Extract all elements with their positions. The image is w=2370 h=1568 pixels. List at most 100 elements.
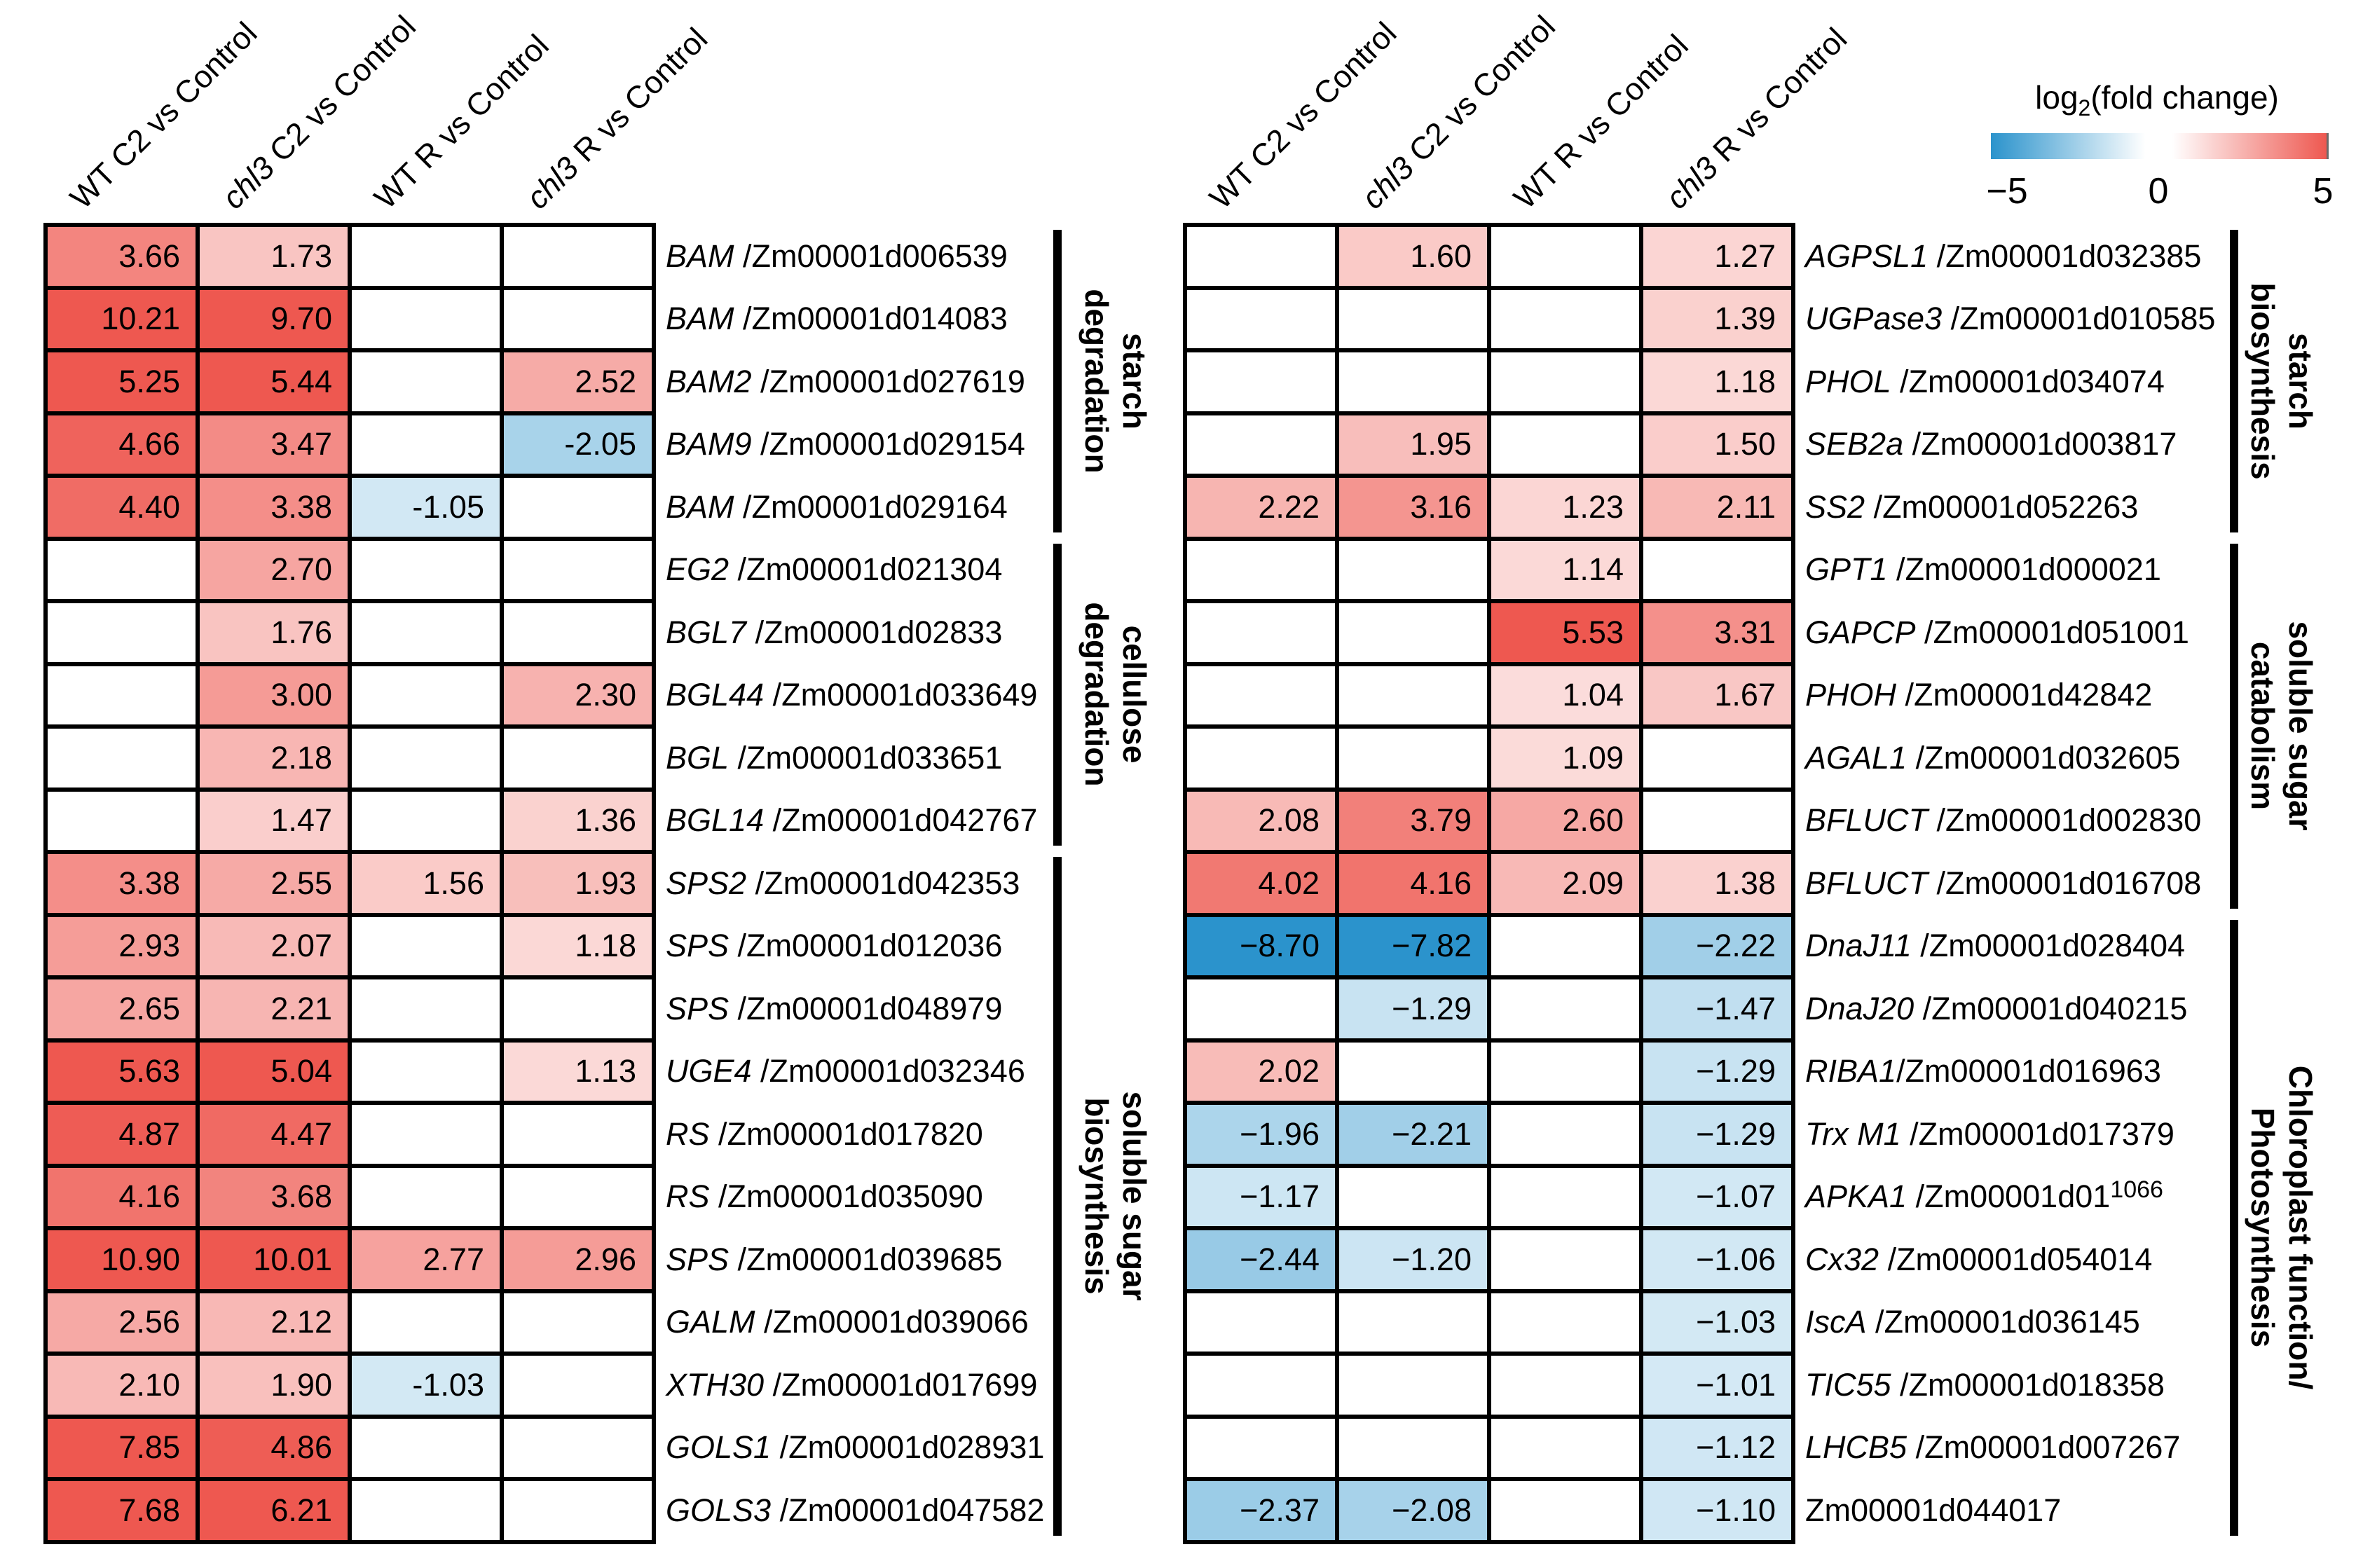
gene-label: BAM2 /Zm00001d027619 — [666, 364, 1025, 400]
gene-id: /Zm00001d035090 — [709, 1178, 983, 1215]
heatmap-cell: -2.05 — [504, 415, 652, 474]
gene-label: APKA1 /Zm00001d011066 — [1805, 1176, 2163, 1215]
heatmap-cell: 1.39 — [1643, 289, 1791, 348]
heatmap-cell: 2.18 — [200, 729, 348, 788]
heatmap-cell: 1.04 — [1491, 666, 1639, 724]
heatmap-cell — [504, 729, 652, 788]
gene-label: BGL /Zm00001d033651 — [666, 740, 1002, 776]
gene-symbol: SPS — [666, 990, 730, 1026]
heatmap-cell — [1187, 729, 1335, 788]
category-bar — [2230, 919, 2238, 1536]
gene-symbol: SEB2a — [1805, 426, 1904, 462]
heatmap-cell: 3.66 — [48, 227, 196, 286]
heatmap-cell — [1491, 1418, 1639, 1477]
heatmap-cell — [1491, 1293, 1639, 1352]
heatmap-cell: 3.31 — [1643, 603, 1791, 662]
heatmap-cell — [48, 729, 196, 788]
heatmap-cell: 1.27 — [1643, 227, 1791, 286]
gene-id: /Zm00001d017820 — [709, 1115, 983, 1152]
heatmap-cell — [352, 1105, 500, 1164]
gene-label: GOLS3 /Zm00001d047582 — [666, 1492, 1044, 1529]
gene-symbol: RIBA1 — [1805, 1053, 1897, 1089]
heatmap-cell — [504, 1105, 652, 1164]
gene-id: /Zm00001d051001 — [1915, 614, 2189, 650]
gene-label: BAM /Zm00001d029164 — [666, 489, 1008, 525]
heatmap-cell: 1.76 — [200, 603, 348, 662]
heatmap-cell — [1491, 352, 1639, 411]
heatmap-cell: −1.12 — [1643, 1418, 1791, 1477]
heatmap-cell — [352, 979, 500, 1038]
gene-symbol: LHCB5 — [1805, 1429, 1907, 1466]
gene-label: PHOL /Zm00001d034074 — [1805, 364, 2165, 400]
category-bar — [1053, 857, 1062, 1536]
heatmap-cell: −1.17 — [1187, 1167, 1335, 1226]
gene-symbol: AGAL1 — [1805, 739, 1907, 776]
category-bar — [2230, 230, 2238, 532]
gene-label: PHOH /Zm00001d42842 — [1805, 677, 2152, 713]
gene-id: /Zm00001d02833 — [746, 614, 1003, 650]
heatmap-cell: 7.85 — [48, 1418, 196, 1477]
heatmap-cell — [504, 1293, 652, 1352]
gene-id: /Zm00001d017379 — [1900, 1115, 2174, 1152]
heatmap-cell: 7.68 — [48, 1481, 196, 1540]
heatmap-cell — [1187, 1356, 1335, 1415]
heatmap-cell — [1187, 979, 1335, 1038]
gene-symbol: Cx32 — [1805, 1241, 1879, 1277]
gene-symbol: DnaJ20 — [1805, 990, 1915, 1026]
gene-id: /Zm00001d033649 — [764, 677, 1038, 713]
heatmap-cell: 2.96 — [504, 1230, 652, 1289]
gene-id: /Zm00001d039685 — [729, 1241, 1003, 1277]
legend-title: log2(fold change) — [2035, 79, 2279, 121]
heatmap-cell: 10.90 — [48, 1230, 196, 1289]
gene-id: /Zm00001d01 — [1907, 1178, 2111, 1215]
gene-id: /Zm00001d000021 — [1887, 551, 2161, 588]
gene-symbol: AGPSL1 — [1805, 238, 1929, 274]
heatmap-cell: −2.22 — [1643, 916, 1791, 975]
heatmap-cell — [352, 666, 500, 724]
heatmap-cell: −1.29 — [1643, 1105, 1791, 1164]
legend-tick-zero: 0 — [2148, 171, 2169, 212]
gene-id: /Zm00001d002830 — [1928, 802, 2202, 839]
gene-label: Trx M1 /Zm00001d017379 — [1805, 1116, 2174, 1153]
heatmap-grid-right: 1.60 1.27 1.39 1.18 1.95 1.50 2.22 3.16 1.23 2.11… — [1183, 223, 1795, 1544]
gene-id: /Zm00001d027619 — [751, 363, 1025, 399]
heatmap-cell — [352, 916, 500, 975]
gene-label: UGE4 /Zm00001d032346 — [666, 1053, 1025, 1089]
heatmap-cell — [48, 791, 196, 850]
gene-symbol: BFLUCT — [1805, 865, 1929, 901]
gene-label: BAM /Zm00001d006539 — [666, 238, 1008, 275]
heatmap-cell: 4.16 — [1339, 854, 1487, 913]
gene-id: /Zm00001d032385 — [1928, 238, 2202, 274]
heatmap-cell: 1.60 — [1339, 227, 1487, 286]
gene-label: SPS /Zm00001d048979 — [666, 991, 1002, 1027]
heatmap-cell: 1.90 — [200, 1356, 348, 1415]
gene-symbol: GOLS1 — [666, 1429, 772, 1466]
gene-id: /Zm00001d039066 — [755, 1304, 1029, 1340]
heatmap-cell: 1.14 — [1491, 540, 1639, 599]
heatmap-cell — [504, 979, 652, 1038]
heatmap-cell: 1.13 — [504, 1042, 652, 1101]
gene-id: /Zm00001d036145 — [1866, 1304, 2140, 1340]
gene-symbol: APKA1 — [1805, 1178, 1907, 1215]
gene-label: RS /Zm00001d017820 — [666, 1116, 983, 1153]
heatmap-cell — [504, 1481, 652, 1540]
gene-label: BFLUCT /Zm00001d002830 — [1805, 802, 2201, 839]
heatmap-cell: 2.65 — [48, 979, 196, 1038]
gene-symbol: RS — [666, 1115, 710, 1152]
gene-label: Zm00001d044017 — [1805, 1492, 2061, 1529]
gene-symbol: BGL44 — [666, 677, 765, 713]
heatmap-cell: 2.52 — [504, 352, 652, 411]
gene-symbol: SPS — [666, 928, 730, 964]
heatmap-cell — [1187, 289, 1335, 348]
heatmap-cell — [1643, 791, 1791, 850]
heatmap-cell: -1.05 — [352, 478, 500, 537]
heatmap-cell — [1491, 1105, 1639, 1164]
heatmap-cell: −1.03 — [1643, 1293, 1791, 1352]
heatmap-cell: -1.03 — [352, 1356, 500, 1415]
heatmap-cell: 1.93 — [504, 854, 652, 913]
gene-id: Zm00001d044017 — [1805, 1492, 2062, 1528]
heatmap-cell — [1339, 1293, 1487, 1352]
heatmap-cell: 3.68 — [200, 1167, 348, 1226]
gene-symbol: UGE4 — [666, 1053, 752, 1089]
heatmap-cell: 4.87 — [48, 1105, 196, 1164]
